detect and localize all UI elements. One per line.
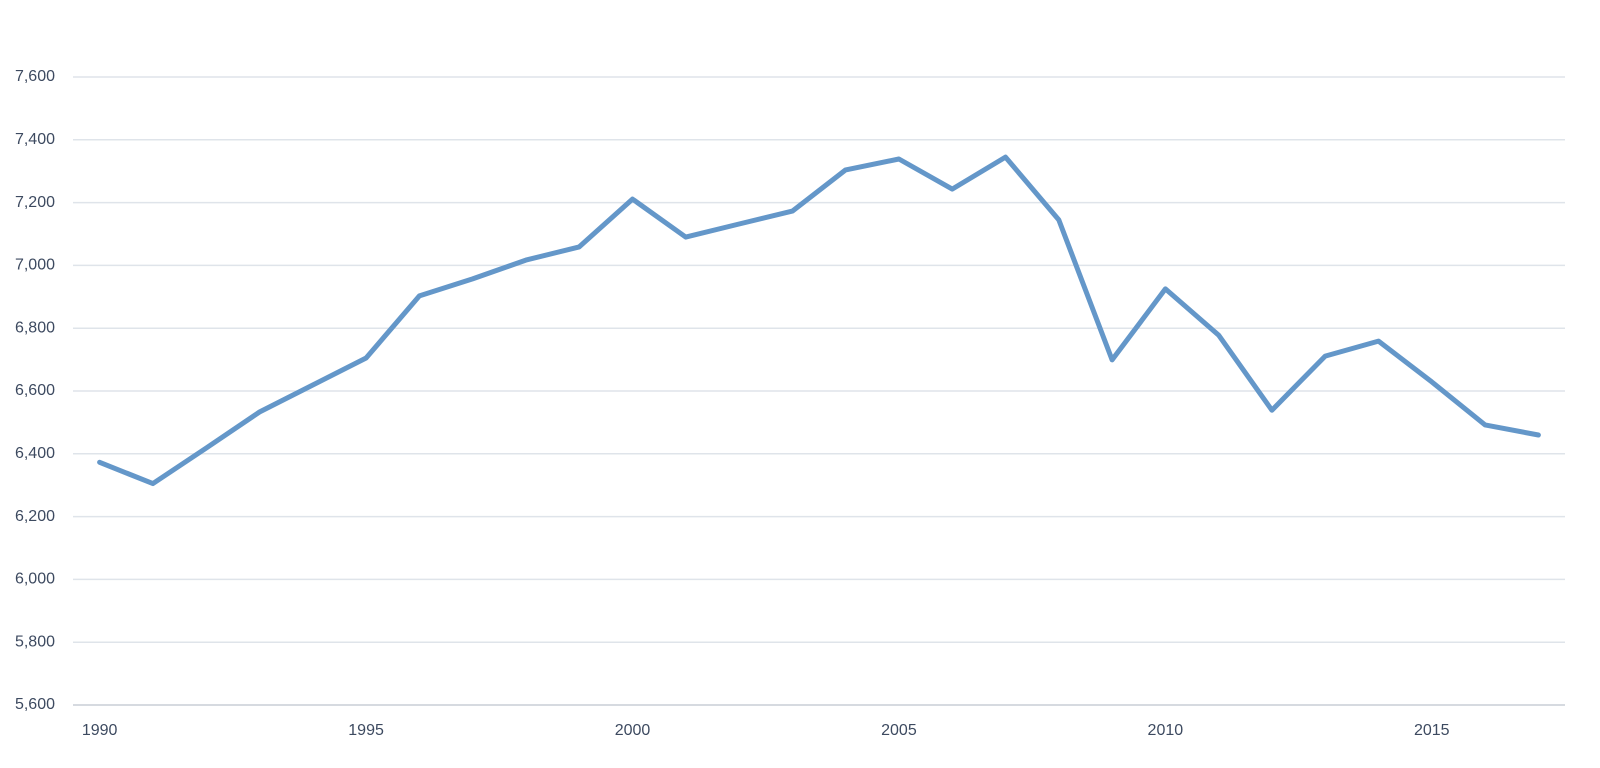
- y-tick-label: 6,600: [15, 382, 55, 399]
- y-tick-label: 5,800: [15, 633, 55, 650]
- y-tick-label: 6,400: [15, 445, 55, 462]
- y-tick-label: 6,200: [15, 508, 55, 525]
- y-tick-label: 6,800: [15, 319, 55, 336]
- y-tick-label: 5,600: [15, 696, 55, 713]
- x-tick-label: 1990: [82, 722, 118, 739]
- y-tick-label: 7,000: [15, 257, 55, 274]
- line-series: [97, 154, 1541, 487]
- y-tick-label: 6,000: [15, 571, 55, 588]
- x-tick-label: 2005: [881, 722, 917, 739]
- x-tick-label: 2010: [1148, 722, 1184, 739]
- y-tick-label: 7,400: [15, 131, 55, 148]
- x-tick-label: 1995: [348, 722, 384, 739]
- x-tick-label: 2000: [615, 722, 651, 739]
- y-tick-label: 7,600: [15, 68, 55, 85]
- y-tick-label: 7,200: [15, 194, 55, 211]
- x-tick-label: 2015: [1414, 722, 1450, 739]
